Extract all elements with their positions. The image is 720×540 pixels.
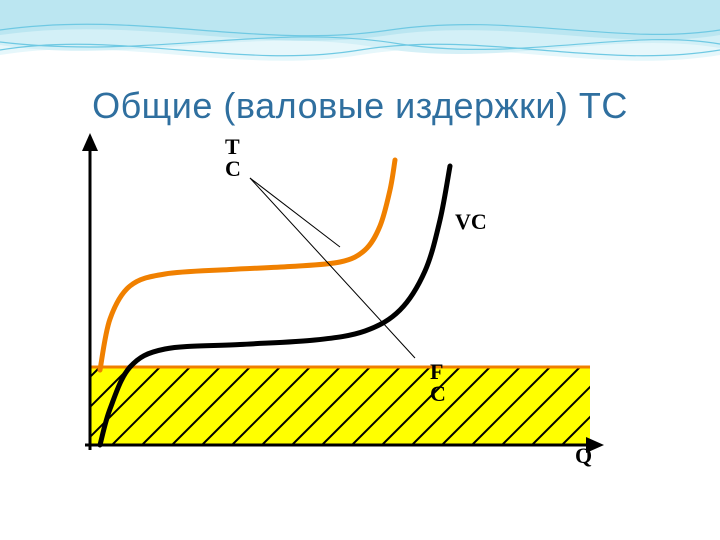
cost-chart: CQVCFCTC bbox=[60, 125, 620, 485]
vc-label: VC bbox=[455, 209, 487, 234]
wave-layer-1 bbox=[0, 0, 720, 61]
wave-line-1 bbox=[0, 24, 720, 36]
wave-line-3 bbox=[0, 37, 720, 49]
wave-layer-2 bbox=[0, 0, 720, 54]
tc-callout-line-0 bbox=[250, 178, 340, 247]
x-axis-label: Q bbox=[575, 443, 592, 468]
chart-svg: CQVCFCTC bbox=[60, 125, 620, 485]
slide-title: Общие (валовые издержки) TC bbox=[0, 85, 720, 127]
tc-label: TC bbox=[225, 134, 241, 181]
wave-line-2 bbox=[0, 44, 720, 56]
tc-curve bbox=[100, 160, 395, 370]
y-axis-arrow bbox=[82, 133, 98, 151]
slide: Общие (валовые издержки) TC CQVCFCTC bbox=[0, 0, 720, 540]
wave-layer-3 bbox=[0, 0, 720, 41]
